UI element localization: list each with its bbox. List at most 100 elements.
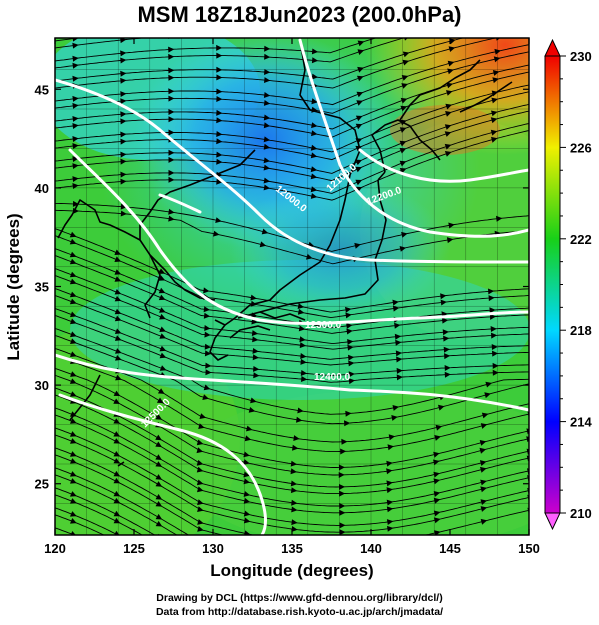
streamline-arrow — [248, 407, 256, 413]
x-axis-label: Longitude (degrees) — [210, 561, 373, 580]
streamline-arrow — [196, 459, 204, 466]
streamline-arrow — [539, 324, 545, 330]
credit-line-drawing: Drawing by DCL (https://www.gfd-dennou.o… — [156, 592, 443, 604]
streamline-arrow — [395, 350, 402, 357]
streamline-arrow — [197, 499, 204, 506]
streamline-arrow — [433, 491, 441, 497]
x-tick-label: 120 — [44, 541, 66, 556]
streamline-arrow — [70, 518, 77, 524]
streamline-arrow — [215, 217, 222, 223]
streamline-arrow — [120, 203, 127, 210]
streamline-arrow — [216, 23, 222, 29]
streamline-arrow — [357, 40, 365, 47]
streamline-arrow — [444, 124, 452, 130]
streamline-arrow — [264, 53, 271, 60]
streamline-arrow — [348, 371, 355, 378]
streamline-arrow — [113, 490, 121, 497]
streamline-arrow — [345, 410, 352, 417]
y-tick-label: 40 — [35, 181, 49, 196]
streamline-arrow — [113, 451, 121, 457]
streamline-arrow — [216, 96, 223, 102]
streamline-arrow — [537, 292, 543, 298]
streamline-arrow — [113, 390, 121, 396]
streamline-arrow — [72, 23, 78, 29]
streamline-arrow — [216, 138, 223, 145]
streamline-arrow — [300, 358, 307, 365]
streamline-arrow — [399, 160, 407, 167]
streamline-arrow — [72, 200, 79, 207]
streamline-arrow — [263, 143, 271, 150]
streamline-arrow — [198, 423, 205, 429]
streamline-arrow — [244, 537, 251, 543]
streamline-arrow — [538, 119, 545, 125]
streamline-arrow — [114, 335, 122, 341]
streamline-arrow — [70, 478, 77, 484]
streamline-arrow — [300, 370, 308, 376]
streamline-arrow — [70, 538, 77, 544]
streamline-arrow — [70, 471, 77, 477]
colorbar-tick-label: 214 — [570, 415, 592, 430]
streamline-arrow — [168, 46, 175, 53]
streamline-arrow — [168, 149, 175, 156]
y-tick-label: 45 — [35, 82, 49, 97]
streamline-arrow — [442, 329, 449, 336]
streamline-arrow — [480, 466, 487, 473]
streamline — [55, 327, 529, 415]
streamline-arrow — [113, 497, 121, 504]
streamline — [55, 38, 406, 69]
streamline-arrow — [400, 105, 408, 112]
colorbar-gradient — [544, 55, 561, 514]
streamline-arrow — [386, 499, 394, 506]
streamline-arrow — [446, 82, 453, 89]
streamline-arrow — [168, 215, 175, 222]
streamline-arrow — [344, 420, 351, 427]
streamline-arrow — [157, 388, 165, 394]
streamline-arrow — [252, 354, 259, 361]
streamline — [55, 487, 156, 535]
streamline-arrow — [445, 103, 452, 110]
streamline-arrow — [542, 39, 548, 45]
streamline-arrow — [72, 102, 79, 109]
streamline-arrow — [250, 397, 257, 404]
colorbar-lower-arrow — [544, 512, 561, 531]
streamline-arrow — [155, 494, 163, 500]
streamline — [55, 407, 529, 507]
streamline-arrow — [246, 425, 253, 432]
contour-label: 12400.0 — [314, 372, 351, 383]
streamline-arrow — [70, 331, 77, 338]
streamline-arrow — [120, 111, 127, 118]
streamline-arrow — [155, 474, 163, 480]
streamline-arrow — [203, 287, 210, 294]
streamline-arrow — [339, 490, 346, 497]
streamline-arrow — [392, 305, 400, 312]
streamline-arrow — [70, 531, 76, 535]
streamline-arrow — [168, 67, 175, 74]
streamline-arrow — [433, 497, 441, 504]
streamline-arrow — [447, 60, 455, 67]
colorbar-tick-label: 218 — [570, 323, 592, 338]
streamline-arrow — [72, 163, 79, 169]
streamline-arrow — [70, 438, 77, 444]
streamline-arrow — [445, 111, 452, 117]
streamline-arrow — [347, 344, 354, 351]
streamline-arrow — [115, 348, 122, 354]
streamline-arrow — [264, 22, 270, 28]
streamline-arrow — [345, 306, 352, 313]
streamline-arrow — [113, 477, 121, 484]
streamline-arrow — [196, 479, 204, 486]
streamline-arrow — [489, 307, 496, 314]
streamline-arrow — [433, 510, 441, 517]
streamline-arrow — [355, 186, 363, 193]
streamline-arrow — [311, 57, 319, 64]
streamline-arrow — [493, 56, 501, 63]
streamline-arrow — [386, 506, 394, 513]
streamline-arrow — [243, 517, 251, 524]
streamline-arrow — [70, 431, 77, 437]
streamline-arrow — [394, 322, 401, 329]
streamline-arrow — [120, 210, 127, 217]
streamline-arrow — [434, 435, 441, 441]
streamline-arrow — [114, 308, 122, 315]
streamline-arrow — [115, 374, 122, 381]
streamline-arrow — [435, 424, 443, 431]
streamline-arrow — [310, 144, 318, 151]
